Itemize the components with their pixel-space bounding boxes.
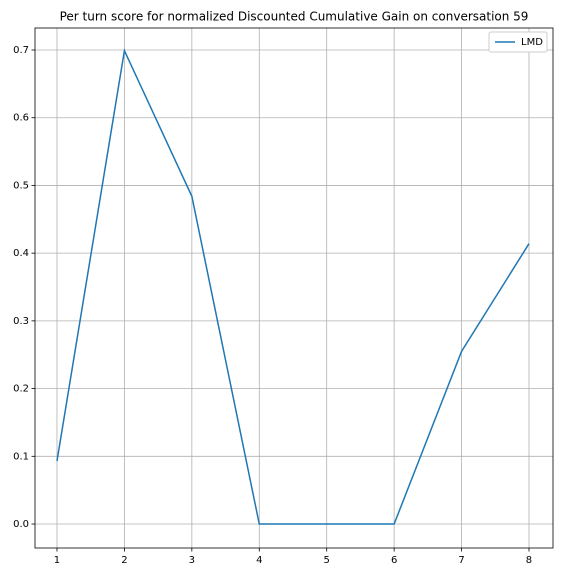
- x-tick-label: 7: [458, 555, 464, 566]
- y-tick-label: 0.6: [13, 113, 29, 124]
- x-tick-label: 5: [324, 555, 330, 566]
- x-tick-label: 2: [121, 555, 127, 566]
- plot-frame: [34, 27, 554, 549]
- y-tick-label: 0.4: [13, 248, 29, 259]
- x-tick-label: 6: [391, 555, 397, 566]
- line-series: [56, 48, 530, 525]
- x-tick-label: 8: [526, 555, 532, 566]
- legend-box: [488, 31, 548, 53]
- y-tick-label: 0.0: [13, 519, 29, 530]
- y-tick-label: 0.2: [13, 384, 29, 395]
- line-group: [56, 48, 530, 525]
- x-tick-label: 1: [54, 555, 60, 566]
- y-tick-label: 0.1: [13, 451, 29, 462]
- x-tick-label: 4: [256, 555, 262, 566]
- x-tick-label: 3: [189, 555, 195, 566]
- y-tick-label: 0.5: [13, 180, 29, 191]
- y-tick-label: 0.7: [13, 45, 29, 56]
- grid-group: [35, 28, 553, 548]
- y-tick-label: 0.3: [13, 316, 29, 327]
- chart-title: Per turn score for normalized Discounted…: [60, 10, 529, 24]
- legend-label: LMD: [521, 37, 543, 48]
